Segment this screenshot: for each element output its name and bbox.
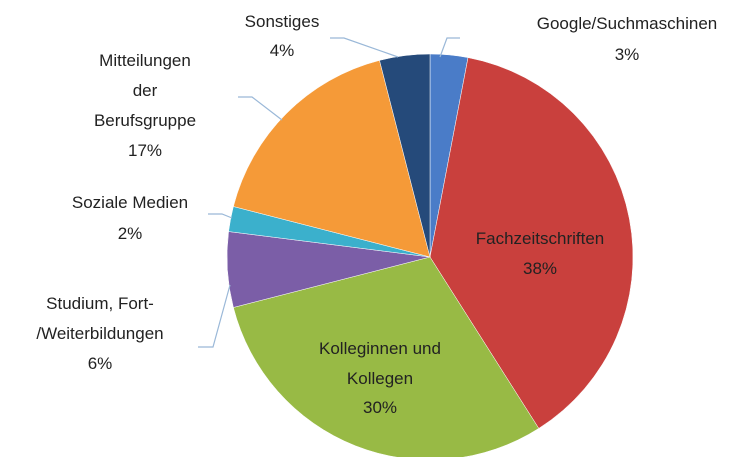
category-label: Soziale Medien [72,193,188,212]
category-label: Sonstiges [245,12,320,31]
value-label: 2% [118,224,143,243]
leader-line [238,96,283,121]
leader-line [208,213,233,219]
value-label: 4% [270,41,295,60]
pie-slice [233,256,540,457]
pie-slice [429,57,634,429]
category-label: Studium, Fort-/Weiterbildungen [36,294,163,343]
value-label: 38% [523,259,557,278]
leader-line [198,284,231,348]
value-label: 30% [363,398,397,417]
category-label: Google/Suchmaschinen [537,14,718,33]
value-label: 17% [128,141,162,160]
category-label: Kolleginnen und Kollegen [319,339,441,388]
category-label: Fachzeitschriften [476,229,605,248]
value-label: 3% [615,45,640,64]
leader-line [330,37,399,58]
pie-slice [233,60,431,258]
leader-line [439,37,460,58]
category-label: Mitteilungen der Berufsgruppe [94,51,196,130]
value-label: 6% [88,354,113,373]
pie-slice [379,53,431,258]
